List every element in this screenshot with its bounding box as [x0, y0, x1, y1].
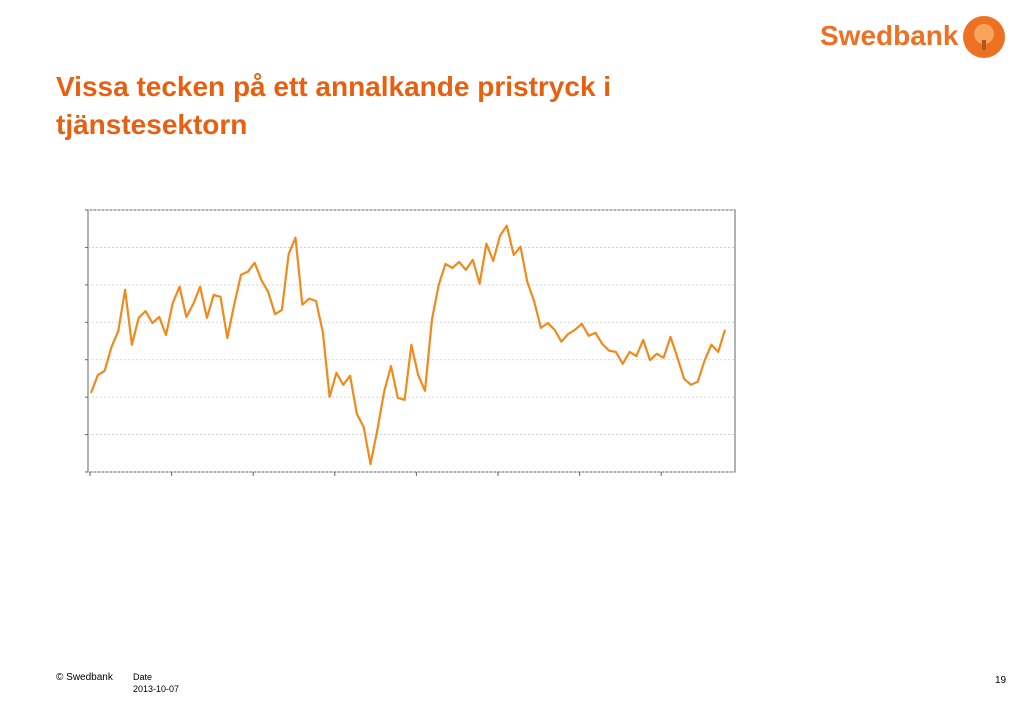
page-number: 19 — [995, 675, 1007, 686]
title-line: tjänstesektorn — [56, 109, 248, 140]
title-line: Vissa tecken på ett annalkande pristryck… — [56, 71, 612, 102]
data-line — [89, 224, 727, 466]
copyright: © Swedbank — [56, 672, 113, 683]
slide-title: Vissa tecken på ett annalkande pristryck… — [56, 68, 611, 144]
plot-frame — [87, 209, 736, 473]
date-label: Date — [133, 672, 153, 682]
logo-text: Swedbank — [820, 20, 959, 51]
date: 2013-10-07 — [133, 684, 180, 694]
logo-icon — [963, 16, 1005, 58]
